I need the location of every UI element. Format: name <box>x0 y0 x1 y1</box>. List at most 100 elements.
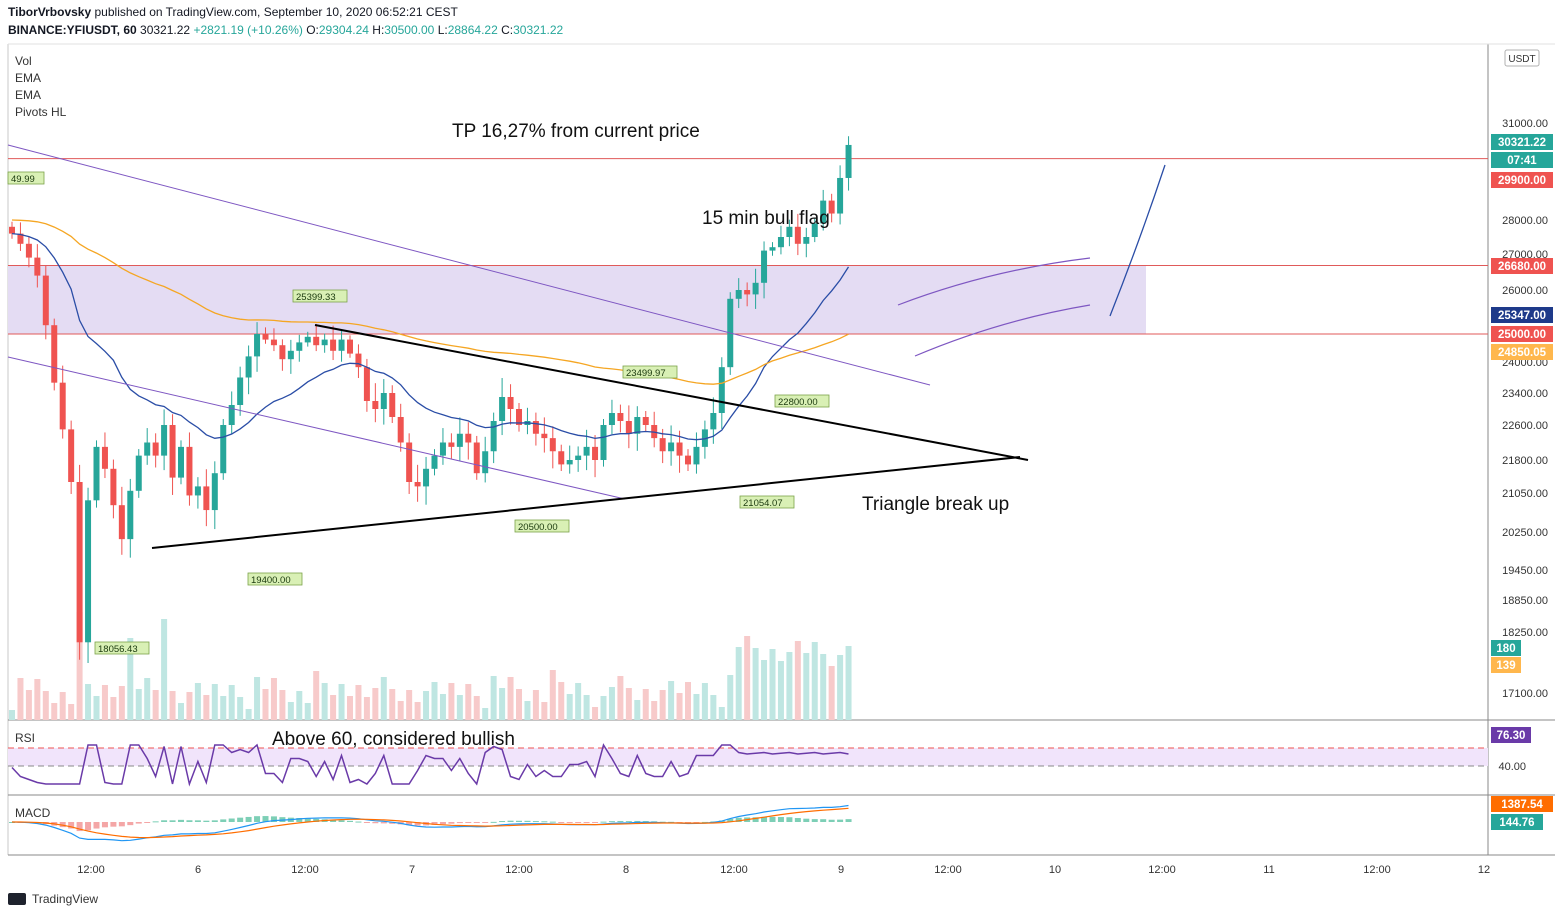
candle <box>372 401 379 409</box>
macd-histogram-bar <box>499 821 506 823</box>
volume-bar <box>220 696 227 720</box>
volume-bar <box>245 709 252 720</box>
author-name[interactable]: TiborVrbovsky <box>8 5 92 19</box>
candle <box>803 237 810 244</box>
macd-histogram-bar <box>431 822 438 825</box>
macd-histogram-bar <box>820 819 827 822</box>
volume-bar <box>642 689 649 720</box>
volume-bar <box>85 684 92 720</box>
candle <box>465 433 472 443</box>
candle <box>161 425 168 456</box>
macd-histogram-bar <box>592 822 599 823</box>
indicator-vol[interactable]: Vol <box>15 54 32 68</box>
macd-histogram-bar <box>701 821 708 823</box>
volume-bar <box>701 683 708 720</box>
indicator-ema-2[interactable]: EMA <box>15 88 42 102</box>
candle <box>228 405 235 425</box>
tp-annotation: TP 16,27% from current price <box>452 121 700 142</box>
candle <box>473 442 480 474</box>
volume-bar <box>456 695 463 720</box>
indicator-ema-1[interactable]: EMA <box>15 71 42 85</box>
volume-bar <box>135 689 142 720</box>
price-badge <box>1491 152 1553 168</box>
volume-bar <box>583 695 590 720</box>
candle <box>110 468 117 506</box>
rsi-value: 76.30 <box>1497 730 1526 742</box>
macd-histogram-bar <box>532 821 539 823</box>
volume-bar <box>355 685 362 720</box>
candle <box>752 282 759 295</box>
price-tick-label: 21800.00 <box>1502 455 1548 467</box>
volume-bar <box>9 710 15 720</box>
volume-bar <box>101 685 108 720</box>
macd-histogram-bar <box>254 816 261 822</box>
publish-info: TiborVrbovsky published on TradingView.c… <box>8 5 458 19</box>
volume-bar <box>777 661 784 720</box>
close-value: 30321.22 <box>513 23 564 37</box>
time-tick-label: 12:00 <box>720 864 748 876</box>
macd-histogram-bar <box>76 822 83 832</box>
rsi-band <box>8 748 1488 766</box>
candle <box>439 442 446 456</box>
macd-histogram-bar <box>465 822 472 823</box>
candle <box>685 455 691 465</box>
volume-bar <box>304 703 311 720</box>
candle <box>9 226 15 234</box>
price-tick-label: 28000.00 <box>1502 215 1548 227</box>
candle <box>380 393 387 409</box>
candle <box>51 325 58 383</box>
macd-histogram-bar <box>355 821 362 823</box>
macd-histogram-bar <box>558 822 565 823</box>
open-label: O: <box>306 23 319 37</box>
macd-histogram-bar <box>211 820 218 822</box>
candle <box>659 438 666 452</box>
candle <box>617 413 624 421</box>
candle <box>558 451 565 465</box>
macd-histogram-bar <box>59 822 66 828</box>
volume-bar <box>228 685 235 720</box>
volume-bar <box>186 692 193 720</box>
macd-histogram-bar <box>338 820 345 822</box>
candle <box>169 425 176 478</box>
candle <box>237 377 244 405</box>
channel-lower-line <box>7 356 626 500</box>
candle <box>152 442 159 456</box>
candle <box>642 417 649 425</box>
candle <box>414 482 421 487</box>
pivot-label: 25399.33 <box>296 292 336 303</box>
volume-bar <box>161 619 168 720</box>
candle <box>330 339 337 351</box>
candle <box>549 438 556 452</box>
candle <box>25 243 32 258</box>
macd-histogram-bar <box>482 822 489 823</box>
volume-bar <box>414 702 421 720</box>
candle <box>338 339 345 351</box>
candle <box>744 290 751 295</box>
macd-histogram-bar <box>414 822 421 826</box>
volume-bar <box>254 677 261 720</box>
indicator-pivots[interactable]: Pivots HL <box>15 105 67 119</box>
macd-histogram-bar <box>507 820 514 822</box>
macd-histogram-bar <box>541 821 548 823</box>
volume-bar <box>786 652 793 720</box>
volume-bar <box>380 677 387 720</box>
macd-histogram-bar <box>575 822 582 823</box>
volume-bar <box>270 678 277 720</box>
macd-histogram-bar <box>186 820 193 822</box>
candle <box>287 350 294 360</box>
candle <box>482 451 489 474</box>
volume-bar <box>761 660 768 720</box>
macd-histogram-bar <box>380 822 387 824</box>
candle <box>347 339 353 354</box>
pivot-label: 19400.00 <box>251 575 291 586</box>
candle <box>178 446 184 478</box>
tradingview-logo-icon <box>8 893 26 905</box>
rsi-line <box>11 743 849 787</box>
time-tick-label: 6 <box>195 864 201 876</box>
brand-name[interactable]: TradingView <box>32 892 99 906</box>
price-tick-label: 17100.00 <box>1502 688 1548 700</box>
low-value: 28864.22 <box>447 23 498 37</box>
time-tick-label: 10 <box>1049 864 1061 876</box>
time-tick-label: 11 <box>1263 864 1274 876</box>
